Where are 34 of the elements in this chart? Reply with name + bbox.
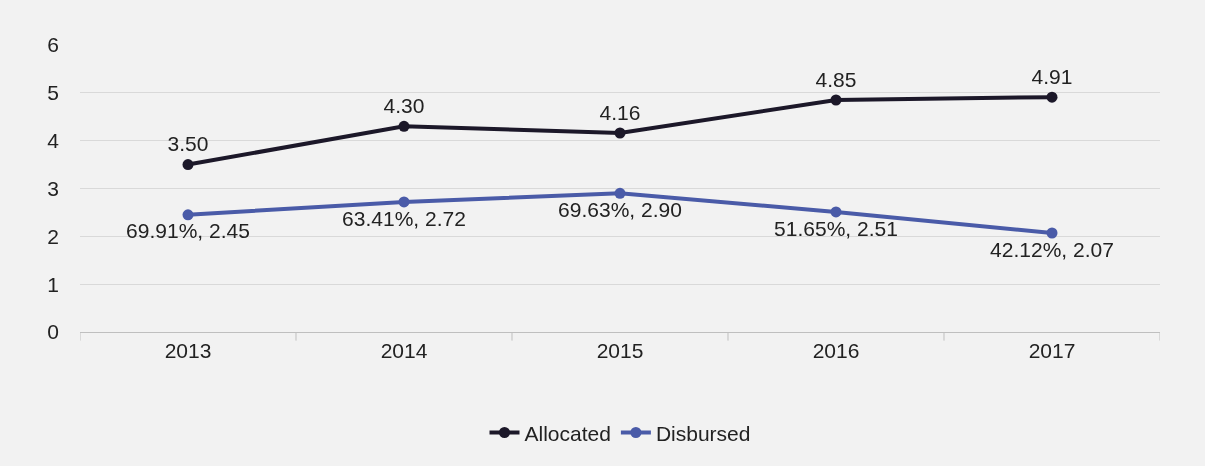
point — [614, 187, 626, 199]
data-label: 69.91%, 2.45 — [126, 219, 250, 243]
y-tick-label: 4 — [47, 129, 60, 153]
y-tick-label: 3 — [47, 176, 59, 200]
y-tick-label: 1 — [47, 272, 59, 296]
point — [1046, 227, 1058, 239]
x-tick-label: 2013 — [164, 339, 212, 363]
point — [398, 196, 410, 208]
y-tick-label: 5 — [47, 81, 59, 105]
y-tick-label: 6 — [47, 33, 59, 57]
point — [1046, 91, 1058, 103]
y-tick-label: 2 — [47, 224, 59, 248]
point — [830, 94, 842, 106]
point — [182, 159, 194, 171]
data-label: 4.91 — [1031, 65, 1073, 89]
x-tick-label: 2015 — [596, 339, 644, 363]
legend-label: Allocated — [524, 421, 611, 445]
point — [830, 206, 842, 218]
x-tick-label: 2017 — [1028, 339, 1076, 363]
x-tick-label: 2014 — [380, 339, 428, 363]
data-label: 3.50 — [167, 132, 209, 156]
data-label: 63.41%, 2.72 — [342, 206, 466, 230]
data-label: 51.65%, 2.51 — [774, 216, 898, 240]
point — [614, 127, 626, 139]
y-tick-label: 0 — [47, 320, 59, 344]
data-label: 4.30 — [383, 94, 425, 118]
data-label: 42.12%, 2.07 — [990, 237, 1114, 261]
data-label: 4.85 — [815, 67, 857, 91]
point — [398, 120, 410, 132]
x-tick-label: 2016 — [812, 339, 860, 363]
point — [182, 209, 194, 221]
data-label: 4.16 — [599, 100, 641, 124]
data-label: 69.63%, 2.90 — [558, 197, 682, 221]
legend-label: Disbursed — [655, 421, 751, 445]
